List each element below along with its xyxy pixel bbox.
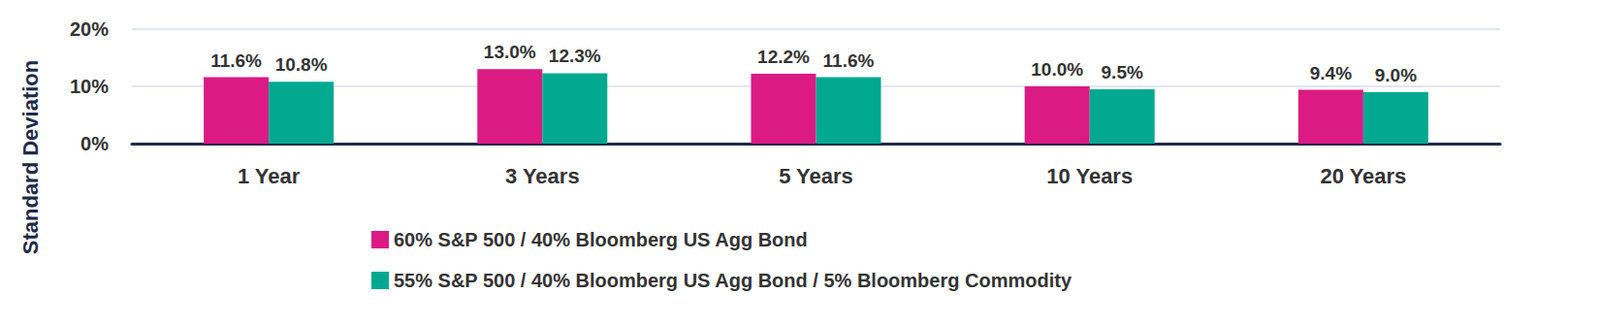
svg-text:3 Years: 3 Years xyxy=(505,163,580,189)
svg-text:12.2%: 12.2% xyxy=(757,46,810,67)
svg-text:55% S&P 500 / 40% Bloomberg US: 55% S&P 500 / 40% Bloomberg US Agg Bond … xyxy=(393,269,1073,291)
svg-text:1 Year: 1 Year xyxy=(237,163,301,189)
svg-text:20 Years: 20 Years xyxy=(1319,163,1407,189)
svg-text:60% S&P 500 / 40% Bloomberg US: 60% S&P 500 / 40% Bloomberg US Agg Bond xyxy=(393,228,808,251)
svg-text:20%: 20% xyxy=(69,18,109,40)
svg-text:0%: 0% xyxy=(80,132,109,155)
svg-text:9.0%: 9.0% xyxy=(1375,64,1417,86)
svg-text:5 Years: 5 Years xyxy=(778,163,854,189)
svg-text:11.6%: 11.6% xyxy=(823,50,875,71)
svg-text:10%: 10% xyxy=(69,75,109,97)
svg-text:10.0%: 10.0% xyxy=(1030,59,1084,80)
svg-text:10 Years: 10 Years xyxy=(1046,163,1133,189)
svg-text:11.6%: 11.6% xyxy=(210,50,262,71)
svg-text:12.3%: 12.3% xyxy=(548,45,602,66)
svg-text:9.4%: 9.4% xyxy=(1310,63,1352,84)
svg-text:10.8%: 10.8% xyxy=(275,54,328,75)
svg-text:13.0%: 13.0% xyxy=(483,41,537,63)
svg-text:Standard Deviation: Standard Deviation xyxy=(18,60,43,255)
svg-text:9.5%: 9.5% xyxy=(1101,62,1144,83)
